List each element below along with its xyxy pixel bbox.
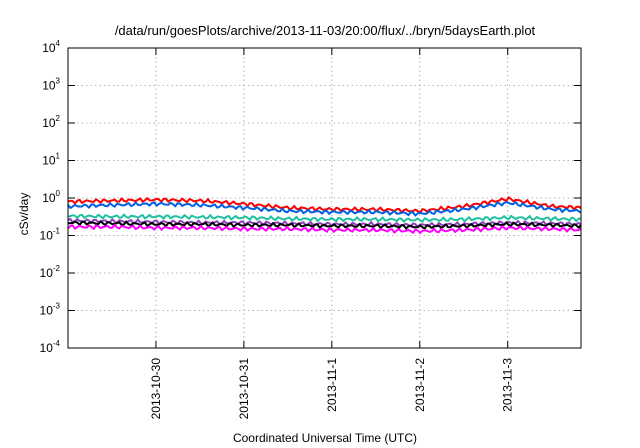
series-line	[67, 196, 582, 214]
y-tick-label: 10-4	[40, 339, 61, 355]
y-axis-label: cSv/day	[17, 193, 31, 236]
series-line	[67, 220, 582, 230]
series-line	[67, 223, 582, 234]
y-tick-label: 100	[42, 189, 60, 205]
y-tick-labels: 104 103 102 101 100 10-1 10-2 10-3 10-4	[40, 39, 61, 355]
grid-lines	[68, 48, 581, 348]
series-line	[67, 213, 582, 223]
x-tick-labels: 2013-10-30 2013-10-31 2013-11-1 2013-11-2 20…	[149, 358, 515, 420]
chart-title: /data/run/goesPlots/archive/2013-11-03/2…	[115, 23, 536, 38]
y-tick-label: 10-2	[40, 264, 61, 280]
y-tick-label: 104	[42, 39, 60, 55]
y-tick-label: 10-1	[40, 227, 61, 243]
y-tick-label: 103	[42, 77, 60, 93]
x-axis-label: Coordinated Universal Time (UTC)	[233, 431, 417, 445]
x-tick-label: 2013-10-31	[237, 358, 251, 420]
y-tick-label: 102	[42, 114, 60, 130]
x-tick-label: 2013-11-1	[325, 358, 339, 412]
series-lines	[67, 196, 582, 234]
axis-ticks	[68, 47, 581, 349]
y-tick-label: 10-3	[40, 302, 61, 318]
x-tick-label: 2013-11-3	[501, 358, 515, 412]
series-line	[67, 201, 582, 217]
x-tick-label: 2013-10-30	[149, 358, 163, 420]
y-tick-label: 101	[42, 152, 60, 168]
x-tick-label: 2013-11-2	[413, 358, 427, 412]
